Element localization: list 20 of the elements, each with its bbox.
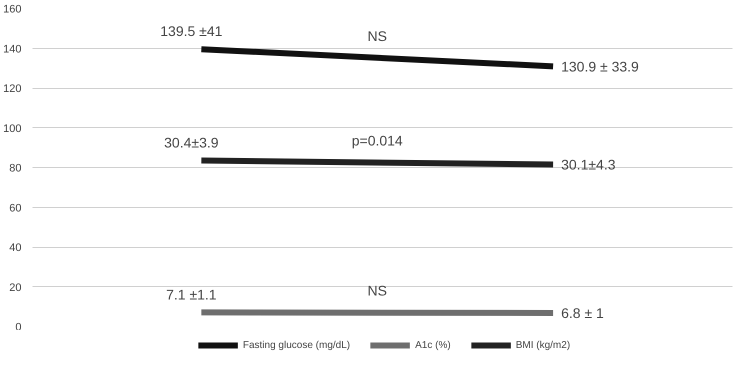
data-label: 6.8 ± 1: [561, 304, 604, 321]
y-tick-label: 100: [3, 122, 22, 135]
y-tick-label: 140: [3, 43, 22, 56]
data-label: 130.9 ± 33.9: [561, 58, 640, 74]
annotation: 30.4±3.9: [164, 134, 219, 151]
y-tick-label: 40: [9, 242, 22, 254]
annotation: NS: [368, 28, 387, 44]
legend-label: A1c (%): [415, 340, 451, 350]
annotation: NS: [368, 282, 387, 299]
y-tick-label: 20: [9, 282, 22, 294]
data-label: 139.5 ±41: [160, 23, 223, 40]
legend-label: BMI (kg/m2): [516, 340, 570, 350]
y-tick-label: 160: [3, 4, 22, 16]
data-label: 7.1 ±1.1: [166, 286, 217, 302]
y-tick-label: 120: [3, 83, 22, 95]
annotation: p=0.014: [352, 132, 403, 149]
annotation: 30.1±4.3: [561, 156, 616, 173]
legend-label: Fasting glucose (mg/dL): [242, 340, 350, 350]
y-tick-label: 80: [9, 162, 22, 174]
y-tick-label: 60: [9, 202, 22, 214]
